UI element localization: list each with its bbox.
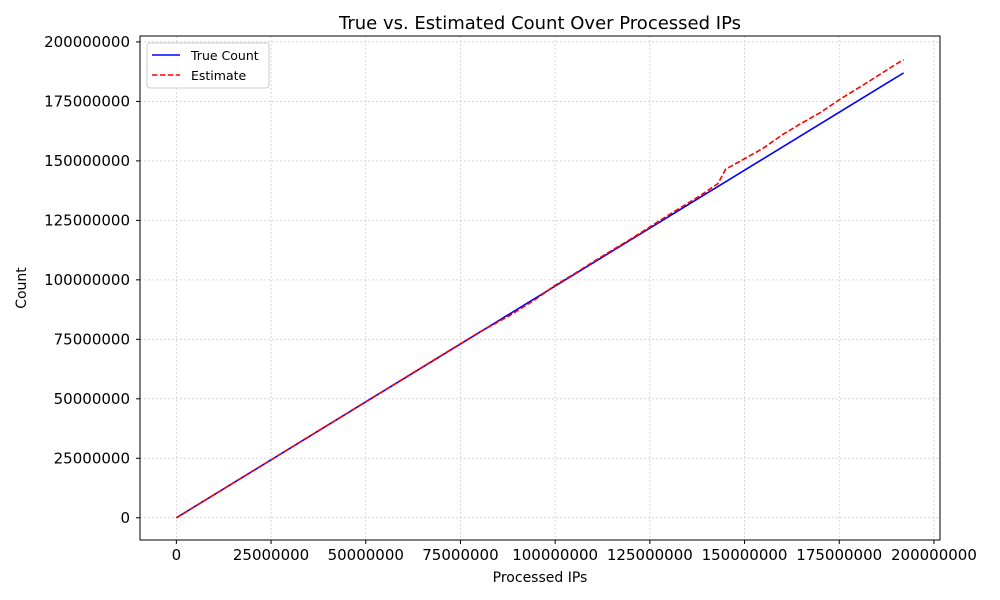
y-tick-label: 25000000 [54,449,130,467]
x-tick-label: 75000000 [422,546,498,564]
x-axis-label: Processed IPs [493,570,588,586]
x-tick-label: 150000000 [702,546,788,564]
x-tick-label: 125000000 [607,546,693,564]
y-tick-label: 150000000 [44,152,130,170]
y-tick-label: 175000000 [44,92,130,110]
y-tick-label: 125000000 [44,211,130,229]
y-tick-label: 75000000 [54,330,130,348]
x-tick-label: 25000000 [233,546,309,564]
grid-layer [140,36,940,540]
plot-frame [139,35,941,541]
series-line-true-count [175,72,905,519]
x-tick-label: 200000000 [891,546,977,564]
y-axis-ticks: 0 25000000 50000000 75000000 100000000 125000… [44,33,140,527]
legend: True Count Estimate [146,42,270,89]
y-axis-label: Count [14,267,30,309]
y-tick-label: 200000000 [44,33,130,51]
legend-label-true-count: True Count [190,48,259,63]
y-tick-label: 100000000 [44,271,130,289]
legend-label-estimate: Estimate [191,68,247,83]
x-tick-label: 0 [172,546,182,564]
y-tick-label: 50000000 [54,390,130,408]
x-tick-label: 100000000 [512,546,598,564]
series-layer [175,59,905,519]
chart-title: True vs. Estimated Count Over Processed … [338,13,741,34]
x-tick-label: 175000000 [796,546,882,564]
x-tick-label: 50000000 [328,546,404,564]
y-tick-label: 0 [120,509,130,527]
x-axis-ticks: 0 25000000 50000000 75000000 100000000 125000… [172,540,977,564]
series-line-estimate [175,59,905,519]
